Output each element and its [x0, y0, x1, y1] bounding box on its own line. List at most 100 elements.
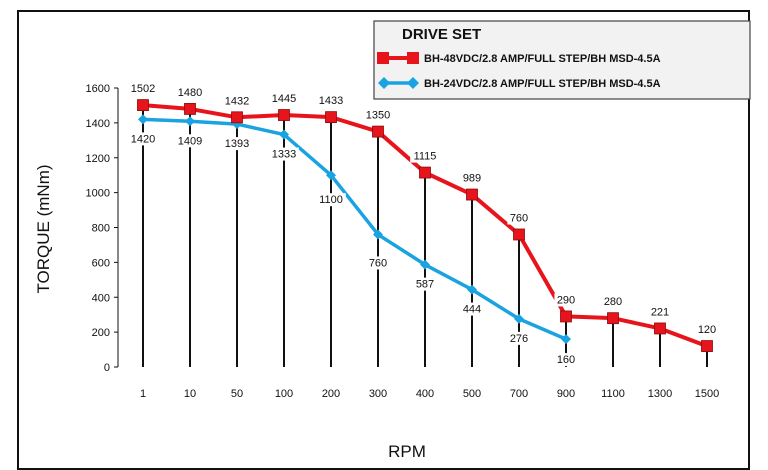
- data-label-bg: [554, 293, 578, 307]
- data-label: 160: [557, 354, 575, 366]
- legend-box: [373, 20, 751, 100]
- x-tick-label: 100: [275, 388, 293, 400]
- data-point: [607, 312, 619, 325]
- data-point: [138, 114, 148, 125]
- data-label: 587: [416, 279, 434, 291]
- data-point: [231, 111, 243, 124]
- legend-swatch-marker: [407, 77, 419, 89]
- data-label: 1432: [225, 95, 249, 107]
- data-label: 760: [369, 257, 387, 269]
- x-tick-label: 1100: [601, 388, 625, 400]
- data-point: [372, 125, 384, 138]
- x-tick-label: 200: [322, 388, 340, 400]
- x-tick-label: 700: [510, 388, 528, 400]
- data-label-bg: [410, 149, 440, 163]
- x-tick-label: 900: [557, 388, 575, 400]
- data-label: 280: [604, 296, 622, 308]
- data-label-bg: [269, 147, 299, 161]
- y-tick-label: 1400: [86, 118, 110, 130]
- x-tick-label: 10: [184, 388, 196, 400]
- data-label-bg: [175, 134, 205, 148]
- data-label: 1333: [272, 149, 296, 161]
- data-point: [279, 129, 289, 140]
- data-label-bg: [554, 353, 578, 367]
- data-point: [184, 103, 196, 115]
- legend-swatch-marker: [407, 52, 419, 64]
- data-point: [466, 188, 478, 201]
- data-point: [325, 111, 337, 124]
- data-point: [560, 310, 572, 323]
- data-label-bg: [695, 323, 719, 337]
- data-label-bg: [366, 256, 390, 270]
- legend-title: DRIVE SET: [402, 26, 481, 43]
- data-point: [654, 322, 666, 335]
- data-point: [701, 340, 713, 352]
- data-point: [373, 229, 383, 240]
- y-tick-label: 200: [92, 327, 110, 339]
- data-label: 290: [557, 294, 575, 306]
- data-label-bg: [175, 85, 205, 99]
- y-tick-label: 1600: [86, 83, 110, 95]
- data-label-bg: [316, 94, 346, 108]
- data-label: 1480: [178, 87, 202, 99]
- data-label-bg: [648, 305, 672, 319]
- data-label-bg: [413, 277, 437, 291]
- x-tick-label: 300: [369, 388, 387, 400]
- y-axis-title: TORQUE (mNm): [34, 164, 53, 293]
- y-tick-label: 600: [92, 257, 110, 269]
- data-point: [561, 334, 571, 345]
- data-label-bg: [269, 92, 299, 106]
- legend-items: BH-48VDC/2.8 AMP/FULL STEP/BH MSD-4.5A BH…: [377, 52, 661, 90]
- data-label: 1115: [414, 151, 437, 163]
- data-label: 1393: [225, 138, 249, 150]
- data-point: [419, 166, 431, 179]
- data-label: 1445: [272, 93, 296, 105]
- data-label-bg: [222, 94, 252, 108]
- data-label-bg: [128, 82, 158, 96]
- data-label-bg: [363, 108, 393, 122]
- data-label: 1409: [178, 135, 202, 147]
- y-axis: 0 200 400 600 800 1000 1200 1400 1600: [86, 83, 119, 374]
- x-tick-label: 1500: [695, 388, 719, 400]
- data-point: [513, 228, 525, 241]
- data-label-bg: [128, 132, 158, 146]
- legend: DRIVE SET BH-48VDC/2.8 AMP/FULL STEP/BH …: [373, 20, 751, 100]
- x-tick-label: 400: [416, 388, 434, 400]
- y-tick-label: 0: [104, 362, 110, 374]
- data-label: 221: [651, 306, 669, 318]
- series-group: [137, 99, 713, 352]
- data-point: [514, 313, 524, 324]
- data-label: 760: [510, 212, 528, 224]
- data-label-bg: [507, 331, 531, 345]
- data-labels: 1502 1480 1432 1445 1433 1350 1115 989 760 290 280…: [128, 82, 719, 367]
- series-line: [142, 117, 567, 341]
- y-tick-label: 800: [92, 223, 110, 235]
- data-point: [326, 170, 336, 181]
- data-label-bg: [507, 211, 531, 225]
- data-label: 120: [698, 324, 716, 336]
- x-tick-label: 50: [231, 388, 243, 400]
- data-label: 444: [463, 304, 481, 316]
- x-axis: 1 10 50 100 200 300 400 500 700 900 1100 1300 1500: [140, 388, 719, 400]
- data-label: 1100: [319, 194, 343, 206]
- data-label: 1350: [366, 110, 390, 122]
- y-tick-label: 1000: [86, 188, 110, 200]
- data-label: 1502: [131, 83, 155, 95]
- data-point: [137, 99, 149, 111]
- x-tick-label: 1: [140, 388, 146, 400]
- data-point: [467, 284, 477, 295]
- data-label: 989: [463, 173, 481, 185]
- data-label-bg: [460, 302, 484, 316]
- legend-label: BH-24VDC/2.8 AMP/FULL STEP/BH MSD-4.5A: [424, 78, 661, 90]
- x-axis-title: RPM: [388, 442, 426, 461]
- data-label: 1433: [319, 95, 343, 107]
- legend-swatch-marker: [377, 52, 389, 64]
- data-label: 1420: [131, 133, 155, 145]
- x-tick-label: 500: [463, 388, 481, 400]
- data-label-bg: [601, 295, 625, 309]
- data-label-bg: [316, 193, 346, 207]
- data-point: [278, 109, 290, 121]
- data-label-bg: [460, 171, 484, 185]
- y-tick-label: 400: [92, 292, 110, 304]
